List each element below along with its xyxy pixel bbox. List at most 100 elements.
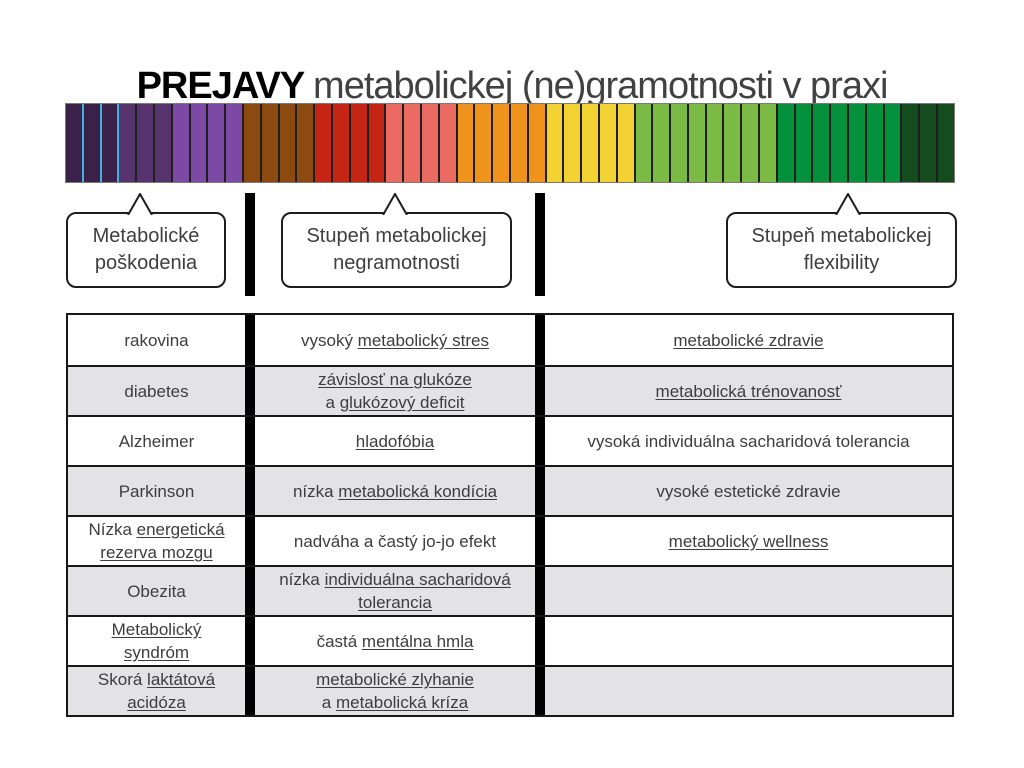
spectrum-segment-light-green: [704, 104, 723, 182]
spectrum-segment-dark-purple: [152, 104, 171, 182]
table-cell: Obezita: [68, 567, 245, 615]
spectrum-segment-red: [313, 104, 331, 182]
spectrum-segment-salmon: [402, 104, 420, 182]
cell-line: vysoké estetické zdravie: [656, 481, 841, 501]
callout-label: Stupeň metabolickej negramotnosti: [306, 225, 487, 274]
spectrum-segment-green: [775, 104, 794, 182]
column-divider: [535, 367, 545, 415]
column-divider: [245, 367, 255, 415]
callout-pointer-icon: [127, 193, 153, 215]
table-cell: metabolické zlyhanie a metabolická kríza: [255, 667, 535, 715]
callout-label: Stupeň metabolickej flexibility: [751, 225, 932, 274]
table-cell: častá mentálna hmla: [255, 617, 535, 665]
table-cell: vysoká individuálna sacharidová toleranc…: [545, 417, 952, 465]
table-cell: metabolická trénovanosť: [545, 367, 952, 415]
cell-line: metabolické zdravie: [673, 330, 824, 350]
spectrum-segment-green: [811, 104, 830, 182]
column-divider: [245, 417, 255, 465]
table-cell: nadváha a častý jo-jo efekt: [255, 517, 535, 565]
table-cell: nízka individuálna sacharidová tolerancia: [255, 567, 535, 615]
table-cell: vysoké estetické zdravie: [545, 467, 952, 515]
table-cell: Metabolický syndróm: [68, 617, 245, 665]
cell-line: závislosť na glukóze: [318, 370, 472, 389]
page-title: PREJAVY metabolickej (ne)gramotnosti v p…: [0, 65, 1024, 108]
title-emphasis: PREJAVY: [136, 65, 305, 108]
column-divider: [245, 517, 255, 565]
spectrum-segment-orange: [491, 104, 509, 182]
spectrum-segment-brown: [241, 104, 260, 182]
cell-line: acidóza: [127, 693, 186, 712]
column-divider: [535, 667, 545, 715]
spectrum-segment-yellow: [615, 104, 634, 182]
table-row: Obezita nízka individuálna sacharidová tol…: [68, 565, 952, 615]
table-cell: Skorá laktátová acidóza: [68, 667, 245, 715]
table-cell: hladofóbia: [255, 417, 535, 465]
cell-line: a glukózový deficit: [325, 393, 465, 412]
table-row: Metabolický syndróm častá mentálna hmla: [68, 615, 952, 665]
spectrum-segment-darkest-purple: [81, 104, 100, 182]
cell-line: nízka metabolická kondícia: [292, 481, 498, 501]
cell-line: Obezita: [127, 581, 186, 601]
spectrum-segment-darkest-purple: [66, 104, 82, 182]
table-cell: metabolický wellness: [545, 517, 952, 565]
cell-line: Nízka energetická: [88, 520, 225, 539]
spectrum-segment-red: [366, 104, 385, 182]
callout-label: Metabolické poškodenia: [92, 225, 200, 274]
cell-line: vysoký metabolický stres: [300, 330, 489, 350]
cell-line: vysoká individuálna sacharidová toleranc…: [587, 431, 910, 451]
cell-line: diabetes: [124, 381, 189, 401]
spectrum-segment-yellow: [580, 104, 598, 182]
cell-line: rakovina: [124, 330, 189, 350]
table-row: diabetes závislosť na glukóze a glukózový …: [68, 365, 952, 415]
table-cell: [545, 667, 952, 715]
cell-line: metabolická trénovanosť: [655, 381, 842, 401]
spectrum-segment-dark-purple: [135, 104, 153, 182]
column-divider: [245, 315, 255, 365]
table-cell: [545, 617, 952, 665]
spectrum-segment-brown: [295, 104, 314, 182]
spectrum-segment-green: [847, 104, 865, 182]
callout-pointer-icon: [835, 193, 861, 215]
spectrum-segment-brown: [277, 104, 296, 182]
spectrum-segment-purple: [170, 104, 189, 182]
table-cell: diabetes: [68, 367, 245, 415]
callout-metabolic-damage: Metabolické poškodenia: [66, 193, 226, 288]
spectrum-segment-light-green: [758, 104, 776, 182]
separator-bar: [535, 193, 545, 296]
table-cell: [545, 567, 952, 615]
spectrum-segment-yellow: [597, 104, 616, 182]
spectrum-segment-salmon: [437, 104, 456, 182]
table-row: Parkinson nízka metabolická kondícia vysok…: [68, 465, 952, 515]
spectrum-segment-green: [793, 104, 812, 182]
table-cell: metabolické zdravie: [545, 315, 952, 365]
spectrum-segment-orange: [508, 104, 527, 182]
spectrum-segment-green: [829, 104, 848, 182]
spectrum-segment-darkest-purple: [99, 104, 118, 182]
column-divider: [535, 467, 545, 515]
spectrum-segment-green: [882, 104, 901, 182]
cell-line: Alzheimer: [118, 431, 195, 451]
column-divider: [535, 417, 545, 465]
cell-line: nadváha a častý jo-jo efekt: [293, 531, 497, 551]
column-divider: [245, 617, 255, 665]
cell-line: syndróm: [123, 643, 190, 662]
column-divider: [535, 567, 545, 615]
cell-line: metabolické zlyhanie: [316, 670, 474, 689]
separator-bar: [245, 193, 255, 296]
cell-line: častá mentálna hmla: [316, 631, 474, 651]
callout-metabolic-flexibility: Stupeň metabolickej flexibility: [726, 193, 957, 288]
table-cell: Nízka energetická rezerva mozgu: [68, 517, 245, 565]
spectrum-segment-purple: [206, 104, 225, 182]
spectrum-segment-light-green: [722, 104, 741, 182]
table-row: Skorá laktátová acidóza metabolické zlyhan…: [68, 665, 952, 715]
cell-line: Skorá laktátová: [97, 670, 216, 689]
spectrum-segment-purple: [188, 104, 207, 182]
cell-line: rezerva mozgu: [100, 543, 213, 562]
table-cell: závislosť na glukóze a glukózový deficit: [255, 367, 535, 415]
table-row: rakovina vysoký metabolický stres metaboli…: [68, 315, 952, 365]
table-row: Nízka energetická rezerva mozgu nadváha a …: [68, 515, 952, 565]
spectrum-segment-dark-green: [900, 104, 919, 182]
callout-pointer-icon: [382, 193, 408, 215]
table-cell: nízka metabolická kondícia: [255, 467, 535, 515]
